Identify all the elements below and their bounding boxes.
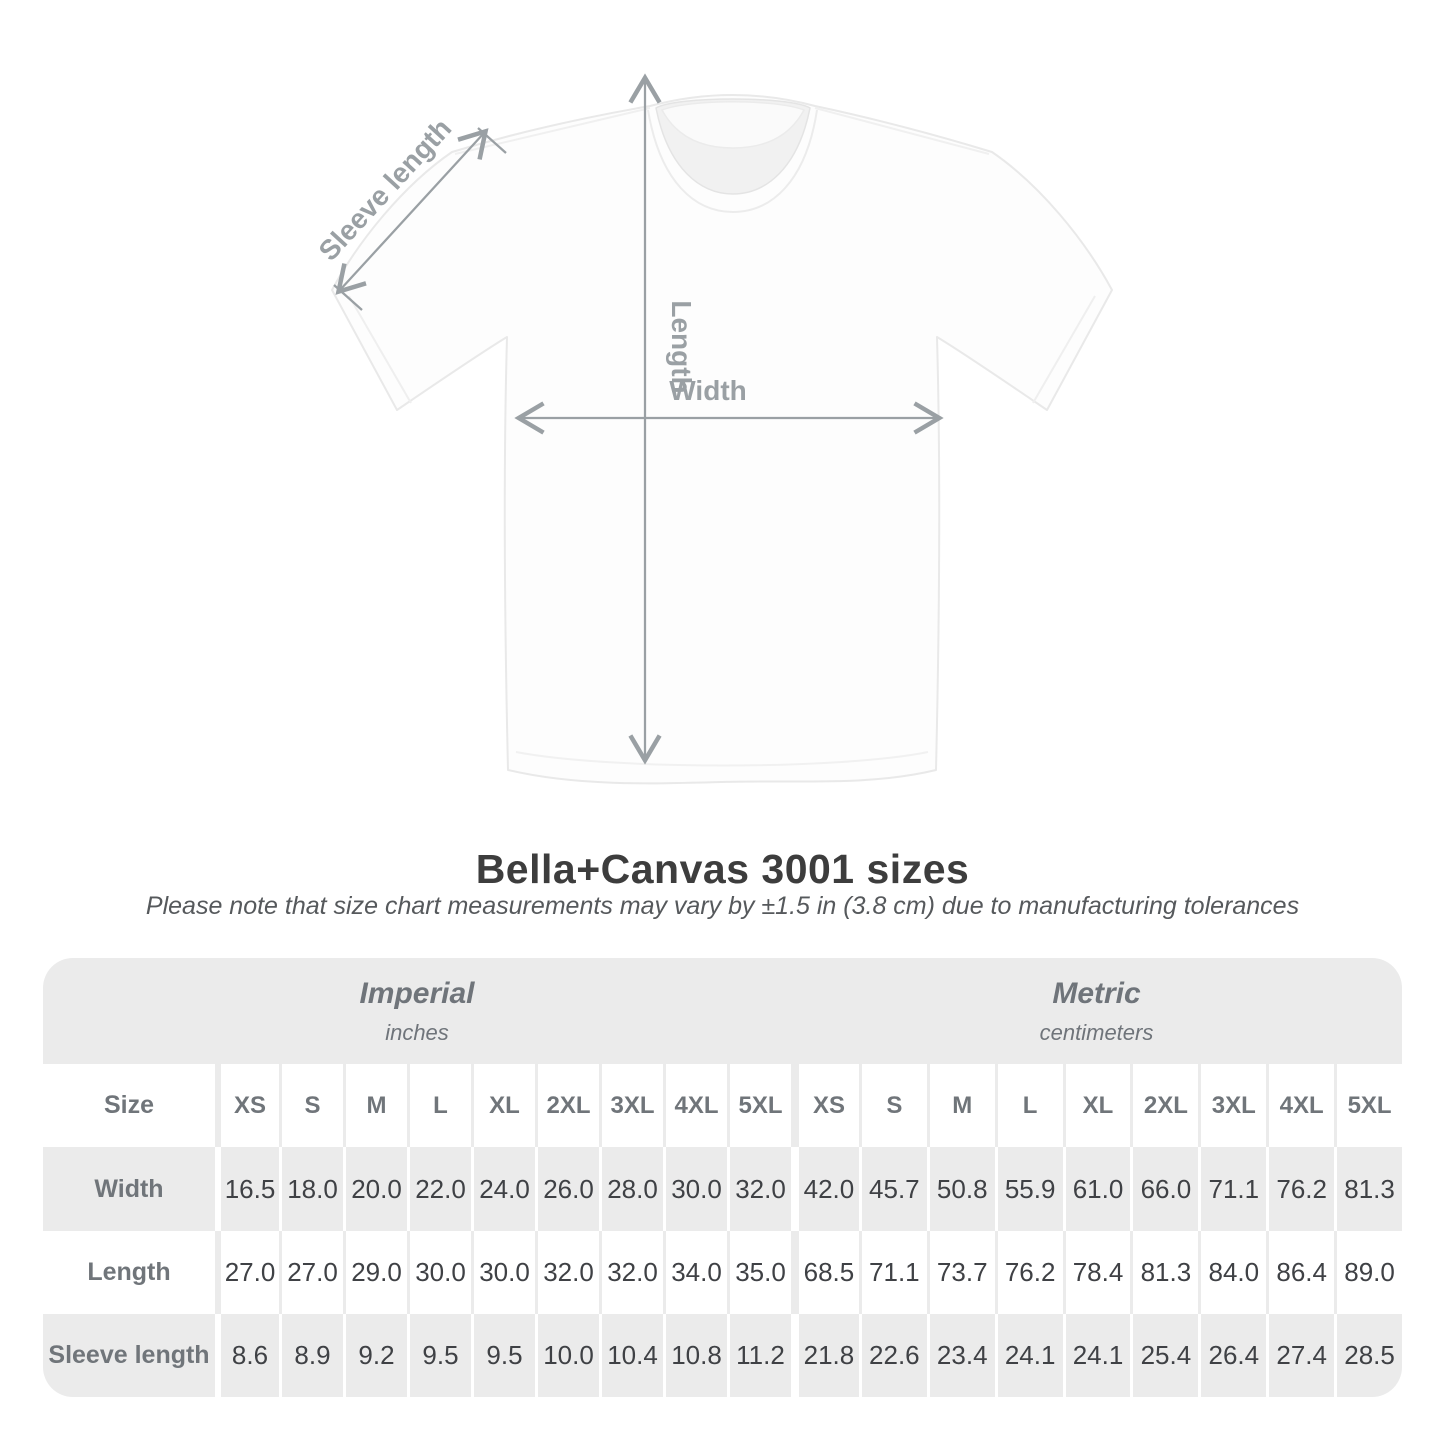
table-cell-width-metric: 42.0: [791, 1147, 859, 1231]
table-cell-sleeve-length-metric: 24.1: [1062, 1314, 1131, 1397]
table-cell-length-metric: 78.4: [1062, 1231, 1131, 1314]
length-dimension-label: Length: [666, 300, 697, 393]
metric-group-header: Metric centimeters: [791, 958, 1403, 1064]
measurement-row-label: Width: [43, 1147, 215, 1231]
size-col-header: 4XL: [1266, 1064, 1335, 1147]
table-cell-width-metric: 66.0: [1130, 1147, 1199, 1231]
measurement-row-label: Length: [43, 1231, 215, 1314]
size-col-header: 3XL: [599, 1064, 663, 1147]
size-col-header: M: [926, 1064, 995, 1147]
table-cell-length-imperial: 27.0: [279, 1231, 343, 1314]
size-col-header: L: [407, 1064, 471, 1147]
size-col-header: L: [994, 1064, 1063, 1147]
size-col-header: XL: [1062, 1064, 1131, 1147]
table-cell-width-imperial: 20.0: [343, 1147, 407, 1231]
size-col-header: 3XL: [1198, 1064, 1267, 1147]
table-cell-sleeve-length-imperial: 11.2: [727, 1314, 791, 1397]
table-cell-length-metric: 73.7: [926, 1231, 995, 1314]
table-cell-sleeve-length-imperial: 10.4: [599, 1314, 663, 1397]
imperial-group-unit: inches: [385, 1019, 449, 1045]
dimension-arrows: [333, 73, 944, 765]
imperial-group-title: Imperial: [359, 976, 475, 1010]
sleeve-arrow-end-ticks: [333, 127, 507, 311]
table-cell-length-imperial: 32.0: [535, 1231, 599, 1314]
table-cell-width-imperial: 28.0: [599, 1147, 663, 1231]
page-subtitle: Please note that size chart measurements…: [145, 892, 1300, 920]
table-cell-sleeve-length-metric: 22.6: [858, 1314, 927, 1397]
table-cell-length-metric: 81.3: [1130, 1231, 1199, 1314]
table-cell-sleeve-length-imperial: 9.2: [343, 1314, 407, 1397]
table-cell-sleeve-length-metric: 27.4: [1266, 1314, 1335, 1397]
table-cell-length-metric: 68.5: [791, 1231, 859, 1314]
size-col-header: 2XL: [1130, 1064, 1199, 1147]
table-cell-sleeve-length-imperial: 10.0: [535, 1314, 599, 1397]
width-dimension-label: Width: [669, 375, 747, 406]
table-cell-width-imperial: 16.5: [215, 1147, 279, 1231]
table-cell-length-imperial: 35.0: [727, 1231, 791, 1314]
table-cell-sleeve-length-imperial: 9.5: [471, 1314, 535, 1397]
tshirt-body: [331, 94, 1113, 785]
size-col-header: XS: [215, 1064, 279, 1147]
table-cell-width-imperial: 22.0: [407, 1147, 471, 1231]
tshirt-hem-line: [515, 751, 929, 767]
table-cell-sleeve-length-metric: 25.4: [1130, 1314, 1199, 1397]
table-cell-width-metric: 55.9: [994, 1147, 1063, 1231]
tshirt-collar-seam: [647, 109, 818, 214]
table-cell-sleeve-length-metric: 24.1: [994, 1314, 1063, 1397]
page-title: Bella+Canvas 3001 sizes: [475, 846, 970, 892]
table-cell-sleeve-length-imperial: 10.8: [663, 1314, 727, 1397]
table-cell-width-imperial: 26.0: [535, 1147, 599, 1231]
size-col-header: XS: [791, 1064, 859, 1147]
table-cell-length-imperial: 29.0: [343, 1231, 407, 1314]
table-cell-length-metric: 89.0: [1334, 1231, 1403, 1314]
table-cell-width-imperial: 18.0: [279, 1147, 343, 1231]
table-cell-sleeve-length-imperial: 9.5: [407, 1314, 471, 1397]
imperial-group-header: Imperial inches: [43, 958, 791, 1064]
table-cell-length-imperial: 32.0: [599, 1231, 663, 1314]
table-cell-width-metric: 81.3: [1334, 1147, 1403, 1231]
metric-group-title: Metric: [1052, 976, 1141, 1010]
size-col-header: XL: [471, 1064, 535, 1147]
table-cell-length-imperial: 30.0: [471, 1231, 535, 1314]
size-col-header: 5XL: [727, 1064, 791, 1147]
size-col-header: S: [279, 1064, 343, 1147]
sleeve-length-arrow: [335, 128, 489, 295]
size-col-header: 5XL: [1334, 1064, 1403, 1147]
table-cell-width-metric: 71.1: [1198, 1147, 1267, 1231]
table-cell-width-metric: 61.0: [1062, 1147, 1131, 1231]
size-col-header: M: [343, 1064, 407, 1147]
metric-group-unit: centimeters: [1039, 1019, 1154, 1045]
tshirt-cuff-lines: [348, 295, 1096, 404]
table-cell-length-imperial: 27.0: [215, 1231, 279, 1314]
table-cell-length-imperial: 30.0: [407, 1231, 471, 1314]
size-col-header: 2XL: [535, 1064, 599, 1147]
table-cell-length-metric: 71.1: [858, 1231, 927, 1314]
table-cell-length-metric: 84.0: [1198, 1231, 1267, 1314]
table-cell-sleeve-length-metric: 28.5: [1334, 1314, 1403, 1397]
size-col-header: S: [858, 1064, 927, 1147]
table-cell-sleeve-length-imperial: 8.6: [215, 1314, 279, 1397]
table-cell-sleeve-length-metric: 21.8: [791, 1314, 859, 1397]
table-cell-length-metric: 86.4: [1266, 1231, 1335, 1314]
size-table: Imperial inches Metric centimeters Size X…: [43, 958, 1403, 1397]
table-cell-width-imperial: 24.0: [471, 1147, 535, 1231]
table-cell-sleeve-length-metric: 26.4: [1198, 1314, 1267, 1397]
size-col-header: 4XL: [663, 1064, 727, 1147]
tshirt-back-collar: [660, 101, 806, 149]
tshirt-illustration: [331, 94, 1113, 785]
table-cell-length-metric: 76.2: [994, 1231, 1063, 1314]
tshirt-measurement-diagram: Width Length Sleeve length: [313, 73, 1113, 785]
table-cell-width-imperial: 32.0: [727, 1147, 791, 1231]
table-cell-width-metric: 45.7: [858, 1147, 927, 1231]
table-cell-length-imperial: 34.0: [663, 1231, 727, 1314]
table-cell-width-metric: 76.2: [1266, 1147, 1335, 1231]
table-cell-width-metric: 50.8: [926, 1147, 995, 1231]
table-cell-sleeve-length-imperial: 8.9: [279, 1314, 343, 1397]
size-row-label: Size: [43, 1064, 215, 1147]
table-cell-sleeve-length-metric: 23.4: [926, 1314, 995, 1397]
measurement-row-label: Sleeve length: [43, 1314, 215, 1397]
table-cell-width-imperial: 30.0: [663, 1147, 727, 1231]
